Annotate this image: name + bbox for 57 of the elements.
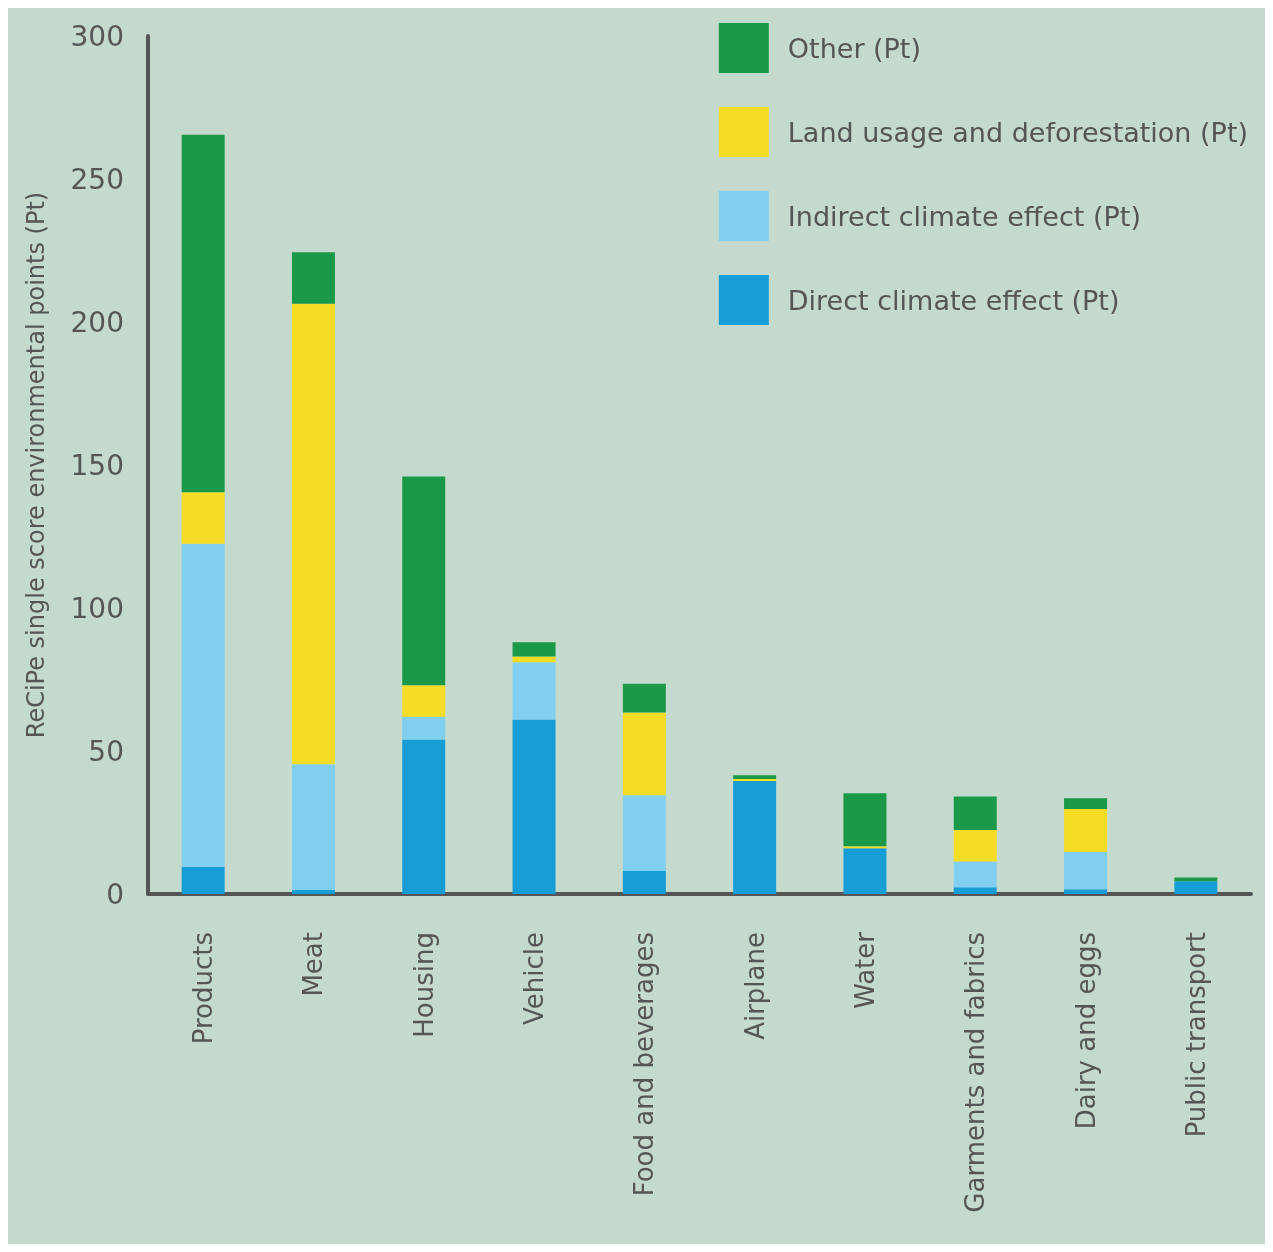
bar [622, 712, 666, 796]
bar [622, 795, 666, 872]
bar [843, 848, 887, 894]
y-tick-label: 100 [70, 591, 124, 625]
bar [402, 476, 446, 686]
bar [512, 642, 556, 657]
bar [953, 861, 997, 888]
bar [843, 793, 887, 847]
bar [181, 866, 225, 894]
y-tick-label: 50 [88, 734, 124, 768]
bar [1174, 877, 1218, 882]
bar [733, 781, 777, 894]
bar [402, 685, 446, 717]
legend-label: Direct climate effect (Pt) [787, 284, 1120, 316]
x-tick-label: Meat [298, 932, 329, 997]
bar [291, 303, 335, 765]
bar [402, 739, 446, 894]
bar [1174, 881, 1218, 894]
bar [181, 543, 225, 867]
y-tick-label: 200 [70, 305, 124, 339]
x-tick-label: Airplane [739, 932, 770, 1040]
bar [953, 887, 997, 894]
bar [622, 683, 666, 713]
legend-label: Land usage and deforestation (Pt) [787, 116, 1248, 148]
y-axis-title: ReCiPe single score environmental points (Pt) [22, 191, 50, 739]
x-tick-label: Food and beverages [629, 932, 660, 1197]
bar [843, 846, 887, 849]
x-tick-label: Housing [408, 932, 439, 1038]
legend-label: Indirect climate effect (Pt) [787, 200, 1141, 232]
bar [512, 719, 556, 894]
bar [402, 716, 446, 740]
bar [512, 662, 556, 720]
x-tick-label: Water [849, 931, 880, 1009]
bar [1064, 889, 1108, 894]
bar [733, 779, 777, 782]
bar [181, 134, 225, 493]
bar [1064, 809, 1108, 852]
x-tick-label: Public transport [1180, 932, 1211, 1138]
bar [291, 764, 335, 890]
y-tick-label: 0 [106, 877, 124, 911]
bar [1064, 851, 1108, 890]
x-tick-label: Products [188, 932, 219, 1045]
bar [622, 871, 666, 894]
bar [291, 252, 335, 304]
bar [181, 492, 225, 544]
bar [291, 890, 335, 894]
bar [953, 829, 997, 862]
x-tick-label: Vehicle [519, 932, 550, 1025]
y-tick-label: 300 [70, 19, 124, 53]
y-tick-label: 250 [70, 162, 124, 196]
bar [1064, 798, 1108, 810]
y-tick-label: 150 [70, 448, 124, 482]
bar [733, 775, 777, 780]
legend-label: Other (Pt) [787, 32, 921, 64]
x-tick-label: Garments and fabrics [960, 932, 991, 1213]
x-tick-label: Dairy and eggs [1070, 932, 1101, 1130]
bar [953, 796, 997, 830]
